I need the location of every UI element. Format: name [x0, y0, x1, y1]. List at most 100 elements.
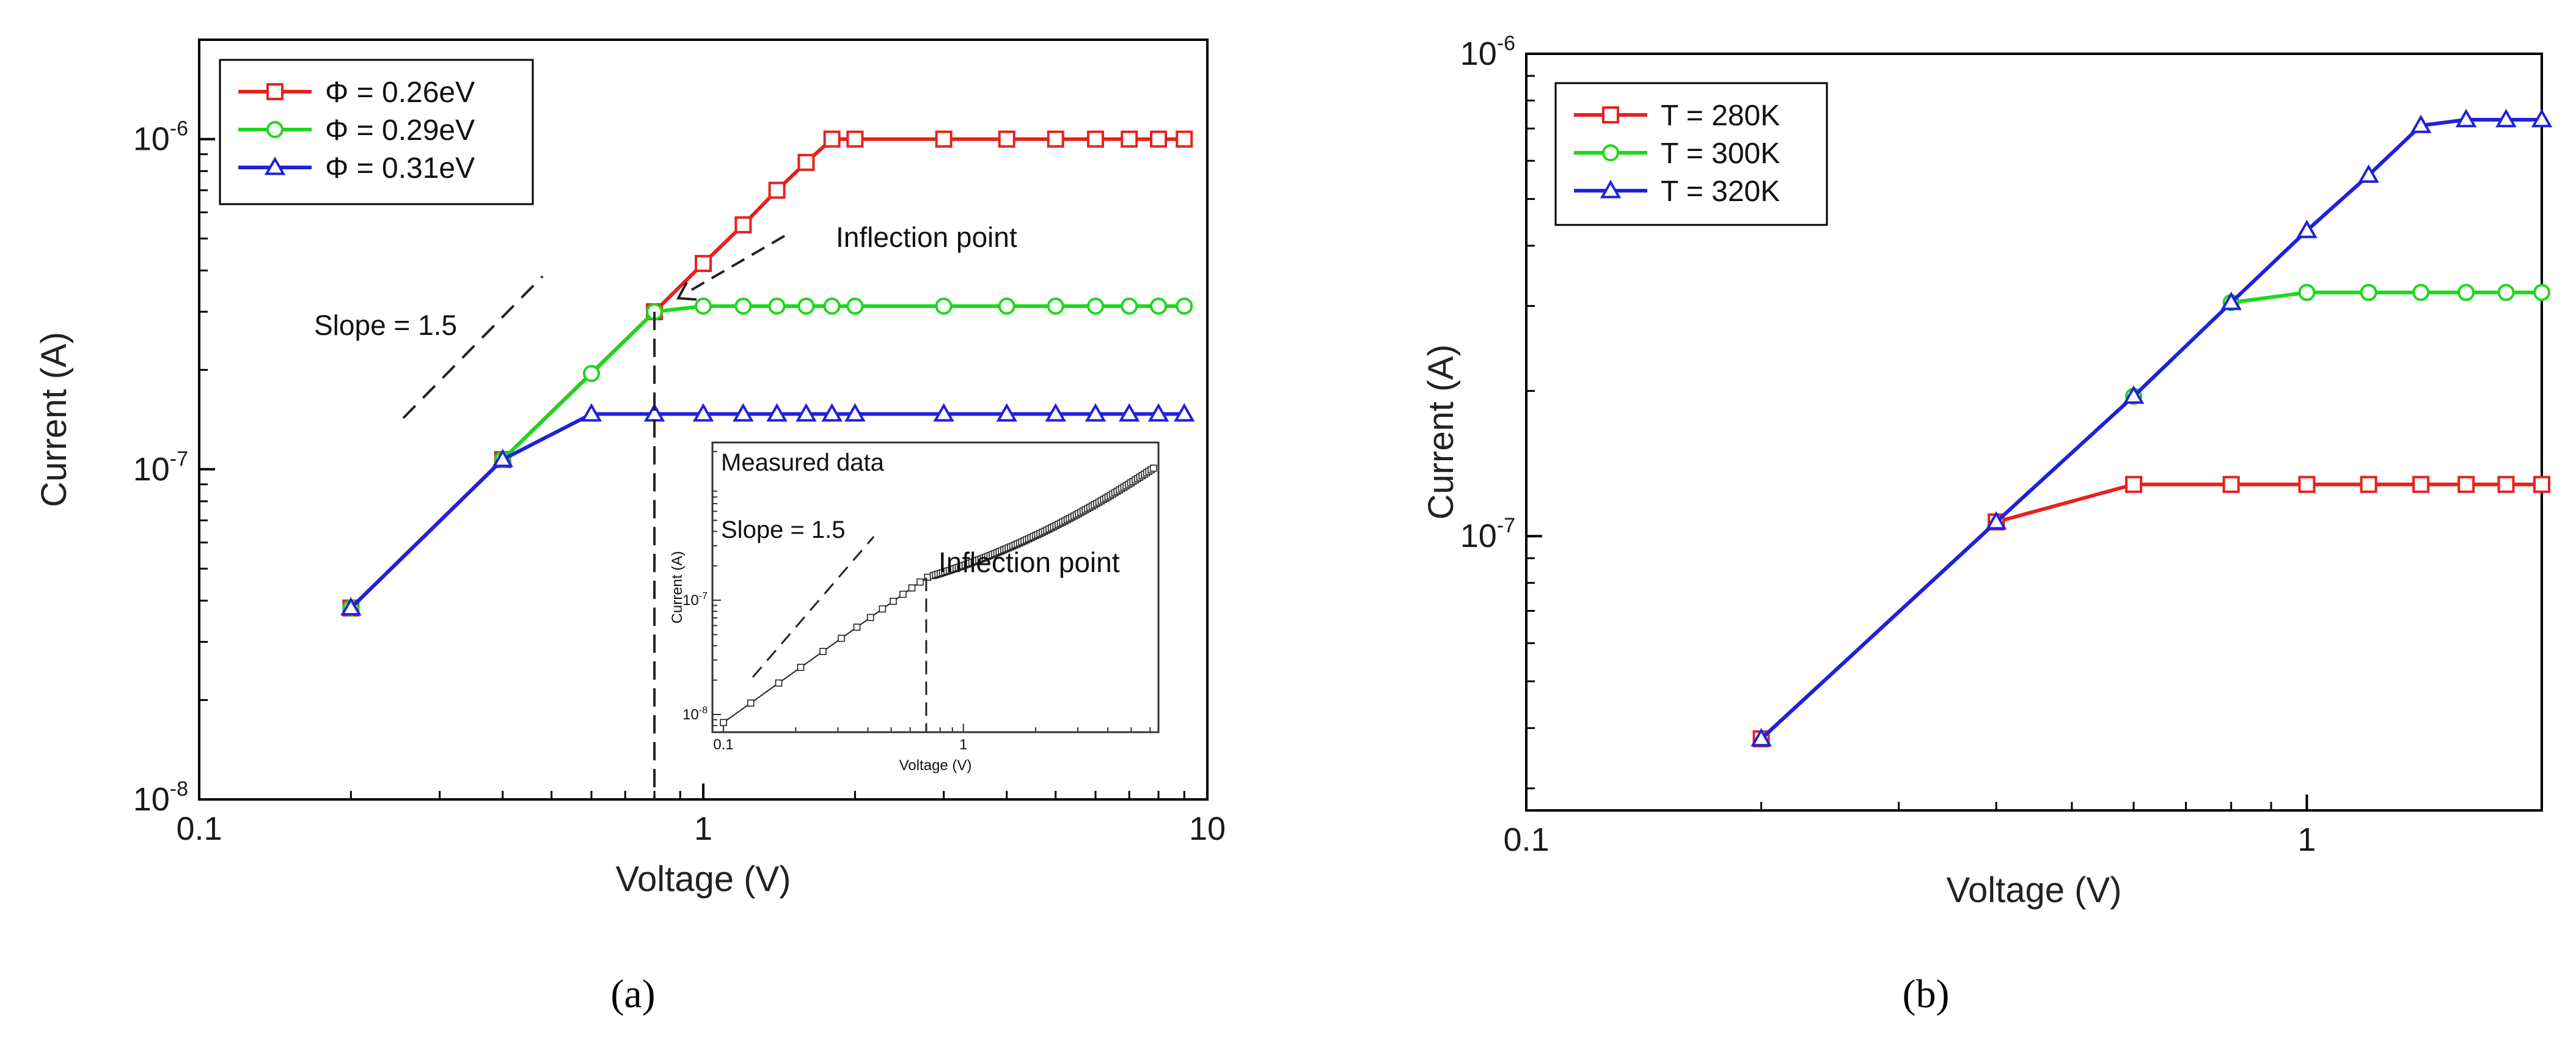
inset-markers [720, 464, 1157, 727]
data-point [844, 403, 866, 422]
legend-entry: T = 280K [1661, 100, 1780, 132]
data-point [821, 403, 843, 422]
data-point [1121, 297, 1138, 315]
data-point [2298, 475, 2316, 493]
data-point [2457, 475, 2475, 493]
data-point [2533, 284, 2550, 301]
data-point [1751, 728, 1772, 747]
data-point [1150, 130, 1168, 148]
inset-frame [711, 441, 1160, 733]
inset-y-tick-base: 10 [682, 707, 699, 723]
inset-data-point [797, 664, 805, 671]
series-1 [1752, 284, 2550, 747]
inset-title: Measured data [721, 449, 885, 476]
data-point [768, 297, 786, 315]
data-point [1176, 297, 1193, 315]
data-point [797, 153, 815, 171]
series-line [349, 137, 1185, 609]
inset-y-tick-exponent: -7 [699, 591, 708, 601]
data-point [1047, 297, 1064, 315]
data-point [935, 297, 953, 315]
data-point [846, 130, 864, 148]
y-tick-label: 10-6 [133, 117, 188, 158]
legend-entry: Φ = 0.31eV [325, 152, 475, 185]
x-axis-label: Voltage (V) [1947, 870, 2122, 910]
legend-marker [1602, 106, 1619, 123]
data-point [2457, 284, 2475, 301]
inset-inflection-label: Inflection point [939, 546, 1120, 578]
data-point [2360, 284, 2377, 301]
data-point [935, 130, 953, 148]
inset-y-tick-label: 10-7 [682, 591, 708, 609]
panel-a-caption: (a) [610, 972, 655, 1016]
series-line [1760, 482, 2542, 741]
data-point [1176, 130, 1193, 148]
data-point [933, 403, 954, 422]
series-line [1760, 290, 2542, 741]
data-point [2455, 109, 2477, 128]
data-point [1086, 297, 1104, 315]
legend: Φ = 0.26eV Φ = 0.29eV Φ = 0.31eV [219, 59, 534, 205]
legend-marker [266, 83, 284, 100]
series-line [1760, 117, 2542, 741]
y-tick-exponent: -6 [170, 117, 188, 141]
data-point [1174, 403, 1195, 422]
legend-entry: T = 320K [1661, 175, 1780, 208]
inset-data-point [720, 719, 727, 727]
y-tick-base: 10 [1460, 518, 1497, 554]
inset-y-axis-label: Current (A) [669, 551, 686, 624]
data-point [998, 130, 1015, 148]
data-point [2123, 385, 2145, 404]
data-point [1150, 297, 1168, 315]
data-point [2412, 475, 2430, 493]
inset-data-point [917, 578, 924, 586]
legend-marker [266, 121, 284, 138]
data-point [734, 216, 752, 233]
data-point [796, 403, 817, 422]
y-tick-exponent: -7 [170, 447, 188, 471]
y-tick-label: 10-7 [133, 447, 188, 488]
inset-slope-label: Slope = 1.5 [721, 516, 846, 543]
data-point [1121, 130, 1138, 148]
inset-y-tick-label: 10-8 [682, 705, 708, 723]
inflection-arrow-line [684, 235, 786, 295]
data-point [1118, 403, 1140, 422]
plot-frame [1525, 53, 2543, 812]
y-tick-exponent: -6 [1497, 32, 1515, 55]
data-point [2533, 475, 2550, 493]
legend-marker [1600, 180, 1622, 199]
data-point [797, 297, 815, 315]
x-tick-label: 0.1 [1503, 821, 1549, 858]
legend-marker [264, 156, 286, 175]
inset-data-point [890, 597, 897, 605]
legend-entry: Φ = 0.26eV [325, 76, 475, 109]
data-point [2220, 292, 2242, 310]
inset-data-point [879, 605, 887, 613]
inset-data-point [775, 679, 783, 687]
inset-data-point [838, 634, 845, 642]
data-point [692, 403, 714, 422]
data-point [1086, 130, 1104, 148]
data-point [340, 597, 362, 616]
y-tick-base: 10 [133, 781, 170, 818]
data-point [582, 365, 600, 383]
data-point [492, 449, 513, 468]
slope-label: Slope = 1.5 [314, 309, 457, 341]
y-tick-exponent: -7 [1497, 514, 1515, 537]
x-tick-label: 10 [1189, 810, 1226, 847]
inflection-label: Inflection point [836, 221, 1017, 253]
inset-x-axis-label: Voltage (V) [899, 757, 972, 774]
data-point [580, 403, 602, 422]
slope-guide-line [402, 275, 544, 419]
data-point [768, 182, 786, 199]
x-tick-label: 1 [2297, 821, 2316, 858]
data-point [695, 255, 712, 273]
annotations: Slope = 1.5 Inflection point [314, 221, 1017, 799]
data-point [2125, 475, 2143, 493]
inset-slope-guide [752, 536, 875, 678]
series-0 [1752, 475, 2550, 747]
data-point [823, 130, 841, 148]
